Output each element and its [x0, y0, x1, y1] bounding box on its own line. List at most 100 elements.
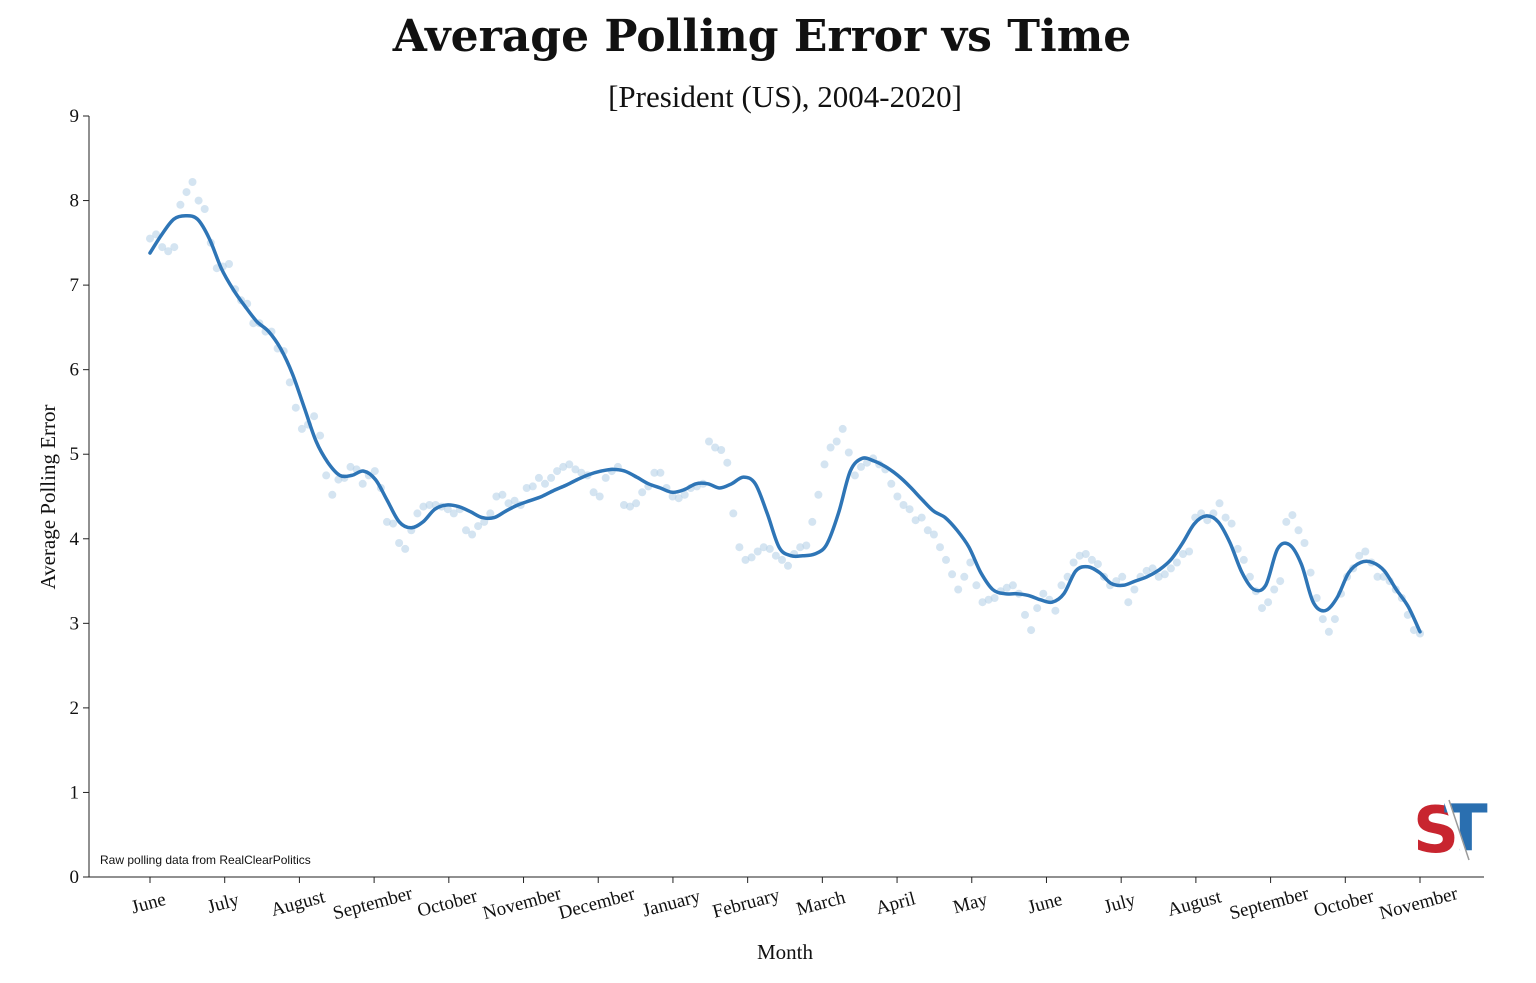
- scatter-point: [449, 509, 458, 518]
- scatter-point: [1185, 547, 1194, 556]
- scatter-point: [389, 519, 398, 528]
- scatter-point: [771, 551, 780, 560]
- scatter-point: [1215, 499, 1224, 508]
- scatter-point: [346, 462, 355, 471]
- scatter-point: [1118, 572, 1127, 581]
- scatter-point: [1239, 555, 1248, 564]
- scatter-point: [200, 205, 209, 213]
- scatter-point: [1294, 526, 1303, 535]
- scatter-point: [765, 544, 774, 553]
- scatter-point: [972, 581, 981, 590]
- scatter-point: [759, 543, 768, 552]
- y-tick-label: 9: [70, 106, 80, 127]
- scatter-point: [929, 530, 938, 539]
- scatter-point: [413, 509, 422, 518]
- scatter-point: [425, 501, 434, 509]
- scatter-point: [158, 243, 167, 252]
- scatter-point: [990, 594, 999, 602]
- x-tick-label: November: [481, 883, 565, 924]
- scatter-point: [285, 378, 294, 387]
- scatter-point: [492, 492, 501, 501]
- scatter-point: [820, 460, 829, 469]
- scatter-point: [498, 490, 507, 499]
- y-tick-label: 7: [70, 275, 80, 296]
- scatter-point: [954, 585, 963, 594]
- scatter-point: [838, 424, 847, 433]
- scatter-point: [1179, 550, 1187, 558]
- scatter-point: [844, 448, 853, 457]
- scatter-point: [1130, 585, 1139, 594]
- scatter-point: [966, 558, 975, 567]
- scatter-point: [1051, 606, 1060, 615]
- scatter-point: [650, 468, 659, 477]
- scatter-point: [225, 260, 233, 268]
- scatter-point: [717, 446, 726, 454]
- scatter-point: [1033, 604, 1042, 613]
- scatter-point: [1270, 585, 1279, 594]
- scatter-point: [504, 499, 513, 508]
- scatter-point: [1233, 544, 1242, 553]
- scatter-point: [814, 490, 823, 499]
- scatter-point: [1276, 577, 1285, 586]
- scatter-point: [1409, 626, 1418, 635]
- scatter-point: [1093, 560, 1102, 569]
- scatter-point: [462, 526, 470, 535]
- scatter-point: [802, 541, 811, 550]
- x-tick-label: July: [205, 889, 242, 918]
- y-tick-label: 6: [70, 360, 80, 381]
- scatter-point: [753, 547, 762, 556]
- scatter-point: [1306, 568, 1315, 577]
- x-tick-label: September: [331, 883, 416, 924]
- scatter-point: [723, 458, 732, 467]
- scatter-point: [705, 437, 713, 446]
- scatter-point: [735, 543, 744, 552]
- scatter-point: [1148, 564, 1157, 573]
- scatter-point: [1081, 550, 1090, 558]
- scatter-point: [638, 488, 647, 497]
- x-tick-label: December: [556, 883, 637, 924]
- scatter-point: [152, 230, 161, 239]
- scatter-point: [1355, 551, 1364, 560]
- x-tick-label: January: [640, 886, 703, 922]
- scatter-point: [395, 539, 404, 547]
- y-tick-label: 3: [70, 613, 80, 634]
- scatter-point: [474, 522, 483, 531]
- scatter-point: [176, 200, 185, 209]
- scatter-point: [1361, 547, 1370, 556]
- scatter-point: [1245, 572, 1254, 581]
- scatter-point: [194, 196, 203, 205]
- x-tick-label: June: [129, 889, 168, 918]
- y-tick-label: 4: [70, 529, 80, 550]
- scatter-point: [923, 526, 932, 535]
- scatter-point: [942, 555, 950, 564]
- scatter-point: [911, 516, 920, 525]
- scatter-point: [1160, 570, 1169, 579]
- scatter-point: [984, 595, 993, 604]
- scatter-point: [917, 513, 926, 522]
- scatter-point: [146, 234, 154, 243]
- scatter-point: [711, 443, 720, 452]
- scatter-point: [741, 555, 750, 564]
- scatter-point: [559, 462, 568, 471]
- scatter-point: [1057, 581, 1066, 590]
- scatter-point: [656, 468, 665, 477]
- scatter-point: [291, 403, 300, 412]
- scatter-point: [443, 505, 452, 514]
- x-tick-label: September: [1227, 883, 1312, 924]
- scatter-point: [1039, 589, 1048, 598]
- scatter-point: [486, 509, 495, 518]
- scatter-point: [401, 544, 410, 553]
- scatter-point: [1330, 615, 1339, 624]
- x-tick-label: April: [874, 888, 918, 919]
- scatter-point: [1282, 517, 1291, 526]
- scatter-point: [1300, 539, 1309, 547]
- y-tick-label: 2: [70, 698, 80, 719]
- scatter-point: [850, 471, 859, 480]
- chart-title: Average Polling Error vs Time: [392, 11, 1132, 62]
- scatter-point: [553, 467, 562, 476]
- scatter-point: [905, 505, 914, 514]
- scatter-point: [1324, 627, 1333, 636]
- scatter-point: [674, 494, 683, 503]
- scatter-point: [601, 473, 610, 482]
